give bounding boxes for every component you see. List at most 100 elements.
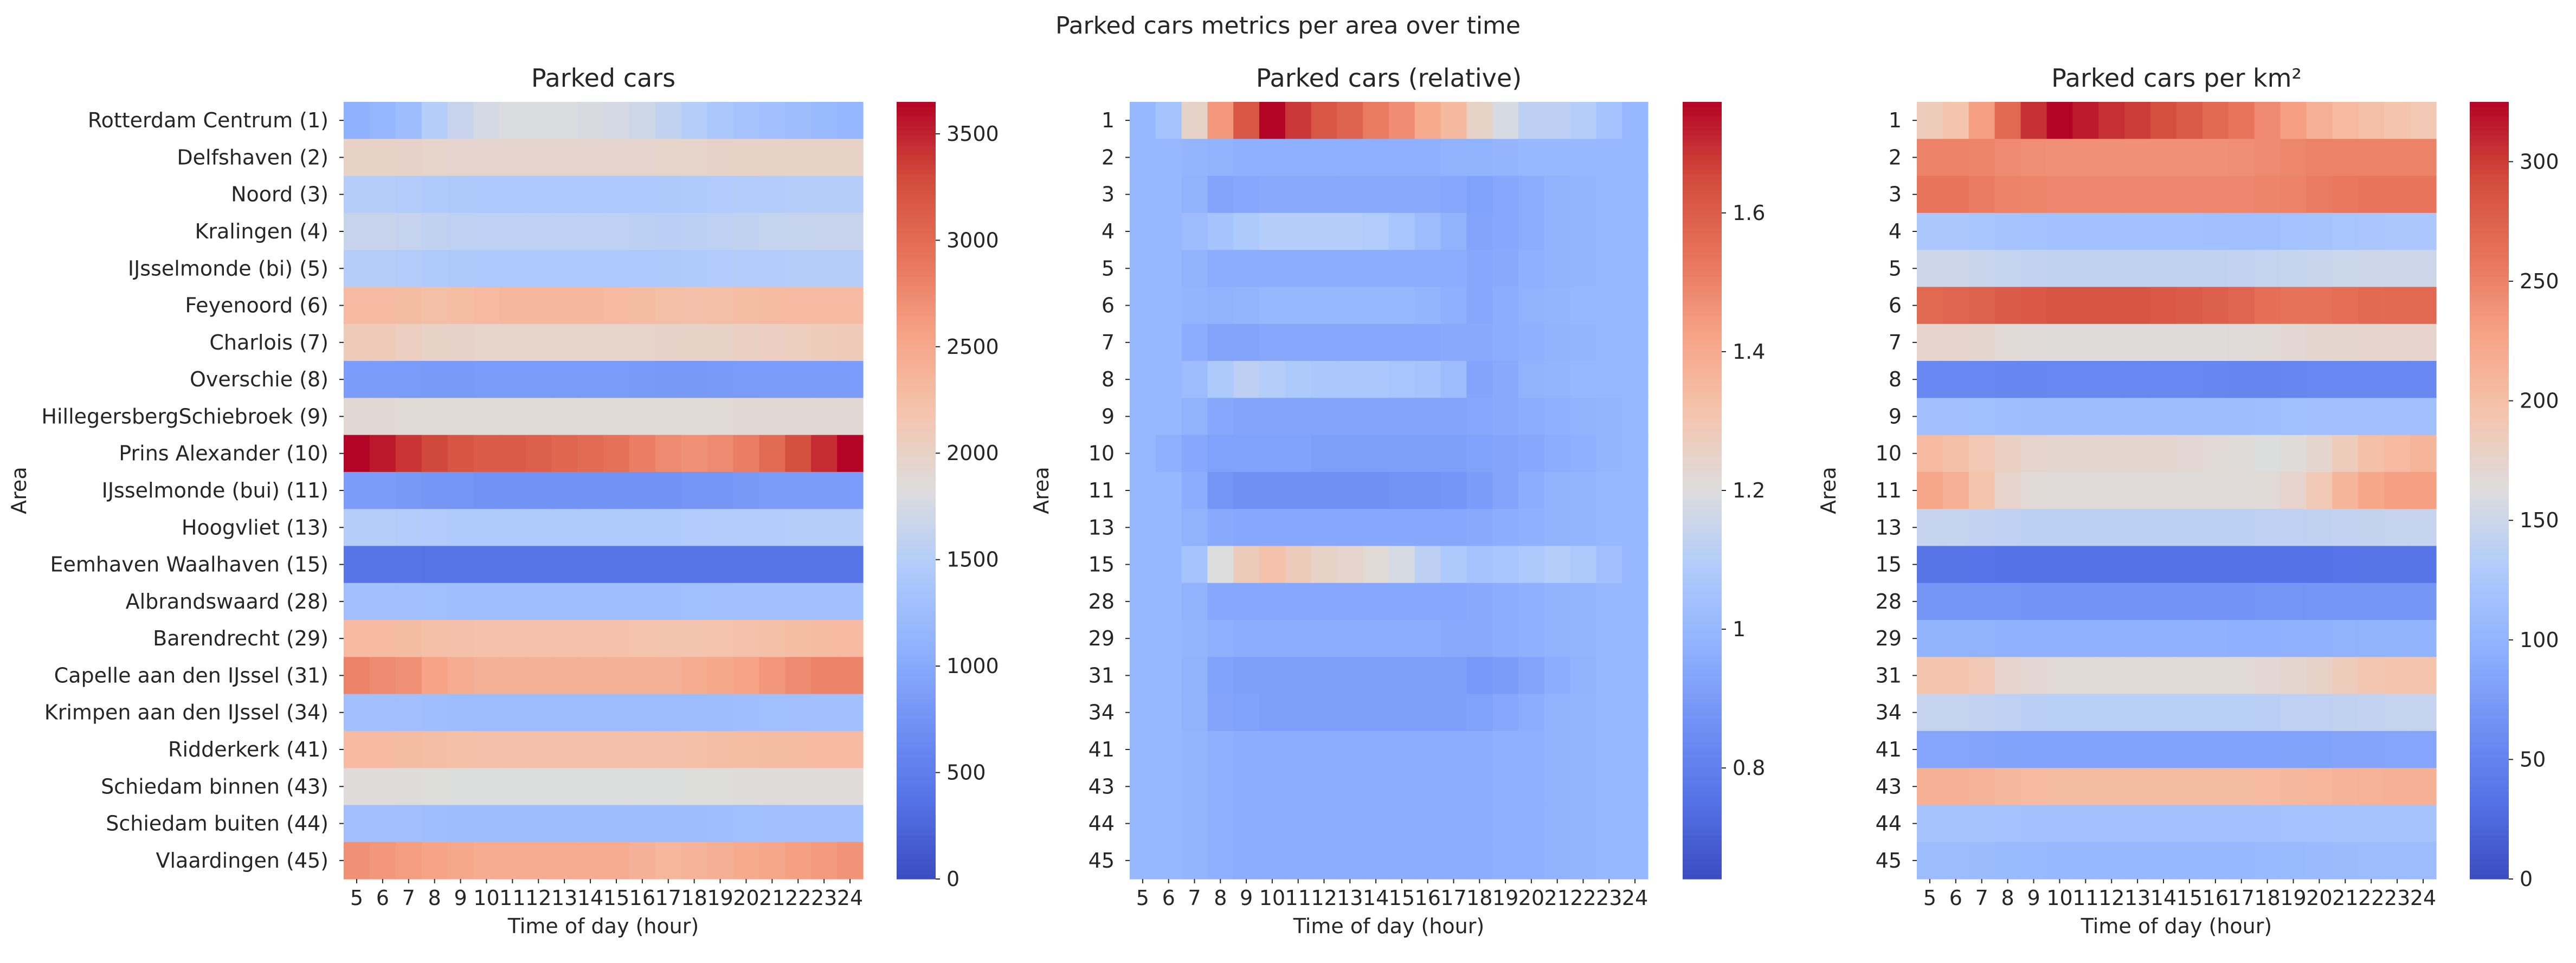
heatmap-cell (1130, 176, 1156, 214)
heatmap-cell (2332, 176, 2359, 214)
heatmap-cell (1414, 731, 1441, 768)
colorbar-segment (2470, 757, 2509, 763)
y-tick-label: 13 (1876, 515, 1902, 539)
colorbar-segment (2470, 791, 2509, 797)
colorbar-segment (1683, 587, 1722, 593)
x-tick-label: 20 (1518, 886, 1544, 910)
heatmap-cell (369, 805, 396, 843)
colorbar-segment (1683, 345, 1722, 350)
heatmap-cell (1518, 768, 1545, 806)
heatmap-cell (1570, 509, 1596, 547)
heatmap-cell (2098, 102, 2125, 139)
colorbar-segment (897, 772, 936, 778)
heatmap-cell (1466, 139, 1493, 177)
heatmap-cell (2150, 361, 2177, 398)
colorbar-segment (897, 427, 936, 433)
heatmap-cell (2098, 842, 2125, 880)
heatmap-cell (1233, 250, 1260, 288)
colorbar-segment (1683, 111, 1722, 117)
heatmap-cell (1968, 287, 1995, 325)
colorbar-segment (1683, 350, 1722, 355)
heatmap-cell (1285, 731, 1312, 768)
heatmap-cell (681, 398, 708, 436)
y-tick-label: Vlaardingen (45) (156, 849, 329, 872)
colorbar-segment (897, 558, 936, 564)
heatmap-cell (1259, 805, 1286, 843)
colorbar-segment (897, 655, 936, 661)
heatmap-cell (2358, 731, 2385, 768)
colorbar-segment (1683, 684, 1722, 690)
y-tick-label: HillegersbergSchiebroek (9) (41, 404, 329, 428)
heatmap-cell (759, 768, 785, 806)
heatmap-cell (1942, 471, 1969, 509)
heatmap-cell (1466, 287, 1493, 325)
heatmap-cell (733, 657, 759, 695)
colorbar-segment (897, 840, 936, 845)
heatmap-cell (2358, 139, 2385, 177)
heatmap-cell (785, 324, 812, 361)
colorbar-segment (897, 301, 936, 307)
heatmap-cell (1414, 694, 1441, 732)
heatmap-cell (811, 287, 838, 325)
heatmap-cell (2280, 287, 2307, 325)
x-tick-label: 15 (603, 886, 629, 910)
heatmap-cell (447, 176, 474, 214)
colorbar-segment (2470, 340, 2509, 345)
colorbar-segment (1683, 116, 1722, 122)
colorbar-segment (1683, 864, 1722, 870)
colorbar-segment (2470, 645, 2509, 651)
heatmap-cell (603, 435, 630, 473)
heatmap-cell (1311, 620, 1337, 657)
colorbar-segment (1683, 301, 1722, 307)
heatmap-cell (2254, 361, 2281, 398)
heatmap-cell (1622, 546, 1648, 584)
colorbar-segment (2470, 524, 2509, 530)
colorbar-segment (1683, 140, 1722, 146)
colorbar-segment (1683, 689, 1722, 695)
colorbar-segment (2470, 631, 2509, 637)
colorbar-segment (1683, 252, 1722, 258)
heatmap-cell (2332, 212, 2359, 250)
heatmap-cell (1337, 250, 1363, 288)
colorbar-segment (2470, 874, 2509, 880)
heatmap-cell (2254, 102, 2281, 139)
heatmap-cell (421, 805, 448, 843)
heatmap-cell (1917, 176, 1943, 214)
heatmap-cell (577, 176, 604, 214)
heatmap-cell (2046, 435, 2073, 473)
x-tick-label: 23 (2384, 886, 2410, 910)
heatmap-cell (2072, 694, 2099, 732)
heatmap-cell (1994, 842, 2021, 880)
heatmap-cell (1917, 398, 1943, 436)
colorbar-segment (1683, 762, 1722, 768)
colorbar-segment (2470, 291, 2509, 297)
heatmap-cell (2358, 657, 2385, 695)
heatmap-cell (1414, 139, 1441, 177)
heatmap-cell (1492, 250, 1519, 288)
heatmap-cell (1994, 620, 2021, 657)
heatmap-cell (499, 805, 526, 843)
heatmap-cell (1968, 212, 1995, 250)
heatmap-cell (681, 509, 708, 547)
heatmap-cell (2098, 287, 2125, 325)
heatmap-cell (369, 768, 396, 806)
heatmap-cell (2124, 805, 2151, 843)
heatmap-cell (344, 768, 370, 806)
heatmap-cell (759, 620, 785, 657)
heatmap-cell (1968, 805, 1995, 843)
heatmap-cell (2254, 694, 2281, 732)
heatmap-cell (421, 324, 448, 361)
heatmap-cell (2072, 471, 2099, 509)
y-tick-label: 44 (1089, 812, 1115, 836)
heatmap-cell (2384, 398, 2411, 436)
heatmap-cell (1259, 731, 1286, 768)
heatmap-cell (2098, 731, 2125, 768)
heatmap-cell (1518, 509, 1545, 547)
heatmap-cell (2072, 398, 2099, 436)
heatmap-cell (1389, 471, 1415, 509)
heatmap-cell (2410, 139, 2437, 177)
heatmap-cell (2072, 287, 2099, 325)
heatmap-cell (785, 287, 812, 325)
heatmap-cell (759, 509, 785, 547)
heatmap-cell (1311, 509, 1337, 547)
